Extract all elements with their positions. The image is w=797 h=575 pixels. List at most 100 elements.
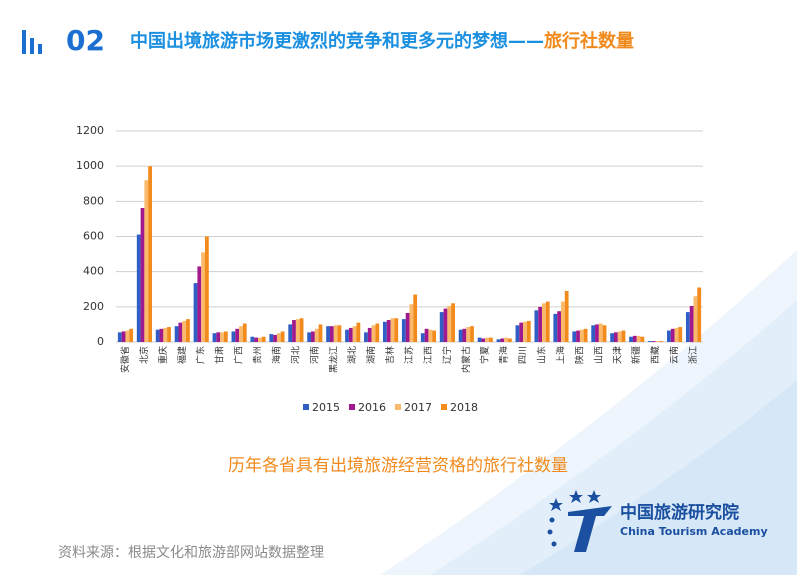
- bar: [659, 341, 664, 342]
- x-tick-label: 宁夏: [479, 346, 491, 364]
- chart: 0 200 400 600 800 1000 1200 安徽省 北京 重庆 福建 广东 甘肃 广西 贵州 海南…: [76, 124, 703, 414]
- bar: [602, 325, 607, 342]
- bar: [519, 322, 524, 342]
- bar: [258, 337, 262, 342]
- bar: [583, 328, 588, 342]
- bar: [292, 320, 296, 342]
- bar: [424, 328, 429, 342]
- bar: [367, 327, 372, 342]
- x-tick-label: 江西: [423, 346, 434, 364]
- x-tick-label: 湖北: [347, 346, 358, 364]
- bar: [534, 310, 539, 342]
- header-title-highlight: 旅行社数量: [544, 30, 634, 52]
- x-tick-label: 湖南: [365, 346, 377, 364]
- legend-swatch: [395, 404, 401, 410]
- bar: [269, 334, 274, 342]
- bar: [311, 331, 315, 342]
- x-tick-label: 重庆: [157, 346, 169, 364]
- legend-swatch: [303, 404, 309, 410]
- bar: [201, 252, 205, 342]
- x-tick-label: 广东: [195, 346, 207, 364]
- bar: [125, 330, 130, 342]
- bar: [117, 332, 122, 342]
- x-tick-label: 浙江: [687, 346, 699, 364]
- x-tick-label: 内蒙古: [460, 346, 472, 373]
- legend-label: 2018: [450, 401, 478, 414]
- bar: [576, 330, 580, 342]
- bar: [352, 326, 357, 342]
- swoosh: [520, 380, 797, 575]
- logo-en: China Tourism Academy: [620, 525, 768, 538]
- bar: [507, 338, 512, 342]
- bar: [144, 180, 149, 342]
- bar: [439, 312, 444, 342]
- x-tick-label: 西藏: [649, 346, 661, 364]
- bar: [595, 324, 599, 342]
- bar: [462, 328, 467, 342]
- bar: [223, 331, 228, 342]
- bar: [178, 322, 183, 342]
- bar: [526, 320, 531, 342]
- bar: [500, 338, 505, 342]
- x-tick-label: 四川: [519, 346, 529, 364]
- bar: [193, 283, 198, 342]
- logo-icon: [547, 490, 612, 552]
- bar: [386, 320, 391, 342]
- bar: [674, 327, 679, 342]
- bar: [504, 337, 508, 342]
- bar: [545, 301, 550, 342]
- bar: [326, 326, 330, 342]
- x-tick-label: 福建: [176, 346, 188, 364]
- bar: [280, 331, 285, 342]
- y-tick-label: 0: [97, 335, 104, 348]
- header-title-main: 中国出境旅游市场更激烈的竞争和更多元的梦想——: [130, 30, 544, 52]
- x-tick-label: 辽宁: [441, 346, 453, 364]
- x-tick-label: 山东: [536, 346, 548, 364]
- bar: [614, 332, 618, 342]
- bar: [640, 336, 645, 342]
- header-bar: [38, 44, 42, 54]
- bar: [621, 330, 626, 342]
- bar: [348, 327, 353, 342]
- bar: [204, 236, 209, 342]
- bar: [610, 333, 615, 342]
- bar: [542, 303, 546, 342]
- bar: [356, 322, 361, 342]
- bar: [136, 234, 141, 342]
- legend-swatch: [349, 404, 355, 410]
- bar: [420, 333, 425, 342]
- x-tick-label: 广西: [233, 346, 245, 364]
- bar: [261, 336, 266, 342]
- header-title: 中国出境旅游市场更激烈的竞争和更多元的梦想——旅行社数量: [130, 30, 634, 52]
- bar: [685, 312, 690, 342]
- bar: [390, 318, 395, 342]
- bar: [375, 323, 380, 342]
- x-tick-label: 陕西: [573, 346, 585, 364]
- bar: [148, 166, 152, 342]
- y-tick-label: 400: [83, 265, 104, 278]
- bar: [167, 327, 171, 342]
- bar: [231, 331, 236, 342]
- bar: [329, 326, 334, 342]
- bar: [458, 329, 463, 342]
- bar: [337, 325, 342, 342]
- x-tick-label: 北京: [138, 346, 150, 364]
- legend-label: 2017: [404, 401, 432, 414]
- legend-label: 2015: [312, 401, 340, 414]
- bar: [220, 332, 224, 342]
- bar: [651, 341, 656, 342]
- bar: [163, 327, 168, 342]
- bar: [212, 333, 217, 342]
- x-tick-label: 山西: [593, 346, 604, 364]
- bar: [564, 291, 569, 342]
- bar: [477, 337, 482, 342]
- bar: [648, 341, 652, 342]
- bar: [629, 336, 633, 342]
- bar: [432, 330, 437, 342]
- bar: [129, 328, 134, 342]
- bar: [689, 305, 694, 342]
- x-tick-label: 天津: [612, 346, 623, 364]
- bar: [428, 329, 433, 342]
- y-tick-label: 1200: [76, 124, 104, 137]
